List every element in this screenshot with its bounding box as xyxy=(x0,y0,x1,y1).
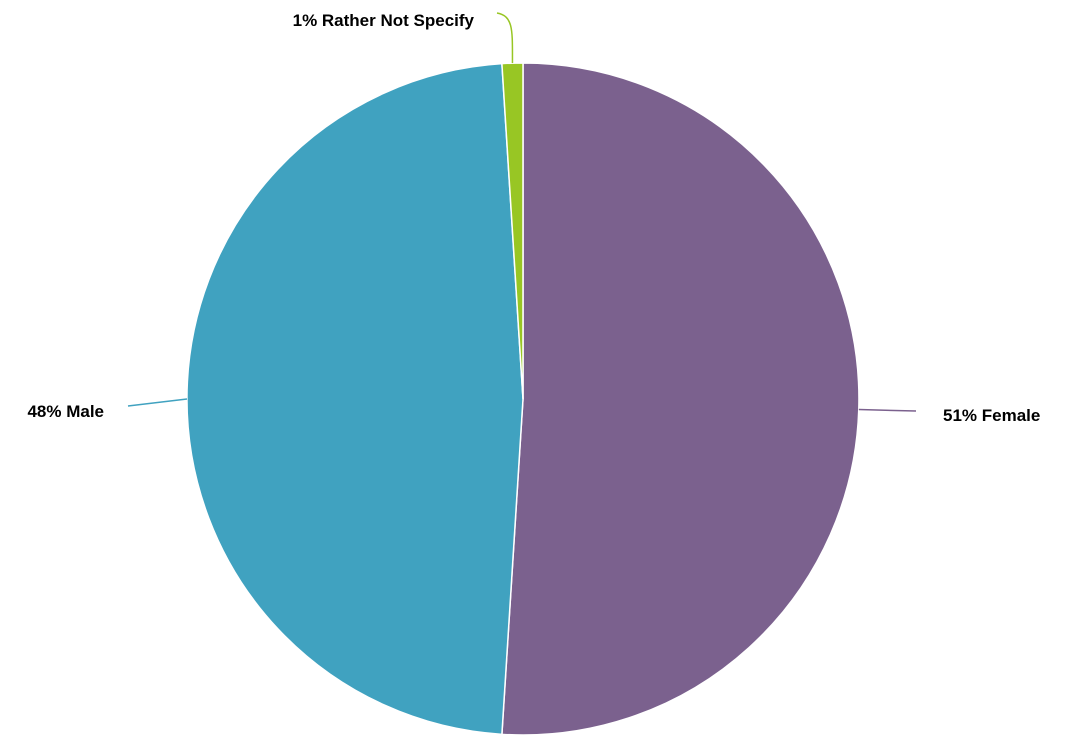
leader-line-rather-not-specify xyxy=(496,12,514,64)
leader-lines-layer xyxy=(127,12,917,412)
data-label-rather-not-specify: 1% Rather Not Specify xyxy=(293,11,475,30)
pie-slice-female xyxy=(501,62,860,736)
slices-layer xyxy=(186,62,860,736)
labels-layer: 51% Female 48% Male 1% Rather Not Specify xyxy=(27,11,1040,425)
data-label-female: 51% Female xyxy=(943,406,1040,425)
leader-line-female xyxy=(858,408,917,412)
data-label-male: 48% Male xyxy=(27,402,104,421)
leader-line-male xyxy=(127,398,188,407)
pie-slice-male xyxy=(186,62,524,736)
